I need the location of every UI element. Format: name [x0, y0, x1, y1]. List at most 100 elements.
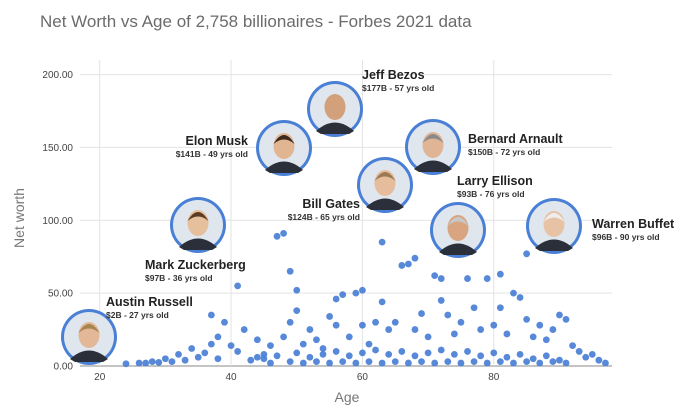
data-point — [161, 355, 169, 363]
data-point — [293, 286, 301, 294]
x-tick-label: 80 — [488, 372, 500, 383]
avatar-larry-ellison — [430, 202, 486, 258]
data-point — [549, 358, 557, 366]
data-point — [411, 254, 419, 262]
x-tick-label: 60 — [357, 372, 369, 383]
data-point — [286, 358, 294, 366]
data-point — [569, 342, 576, 349]
data-point — [398, 262, 406, 269]
avatar-hair — [187, 212, 209, 221]
avatar-hair — [374, 172, 396, 181]
data-point — [273, 232, 281, 240]
data-point — [602, 359, 609, 367]
data-point — [286, 318, 294, 326]
avatar-shoulders — [439, 243, 477, 255]
data-point — [424, 349, 432, 357]
data-point — [556, 311, 563, 319]
data-point — [168, 358, 176, 366]
data-point — [444, 311, 452, 319]
data-point — [365, 358, 373, 366]
data-point — [444, 358, 452, 366]
data-point — [155, 358, 163, 366]
data-point — [562, 315, 570, 323]
data-point — [398, 348, 406, 355]
data-point — [359, 286, 366, 294]
annotation-detail: $97B - 36 yrs old — [145, 273, 213, 283]
data-point — [523, 315, 531, 323]
data-point — [549, 326, 557, 333]
data-point — [240, 326, 248, 333]
avatar-shoulders — [316, 122, 354, 134]
data-point — [496, 270, 504, 278]
annotation-name: Austin Russell — [106, 295, 193, 309]
data-point — [588, 350, 596, 358]
data-point — [378, 359, 386, 367]
data-point — [575, 348, 583, 355]
avatar-hair — [324, 96, 346, 105]
data-point — [477, 352, 485, 360]
data-point — [404, 359, 412, 367]
data-point — [135, 359, 143, 367]
y-tick-label: 50.00 — [48, 289, 73, 300]
data-point — [352, 359, 360, 367]
data-point — [273, 352, 281, 360]
data-point — [319, 345, 327, 352]
annotation-name: Warren Buffet — [592, 217, 675, 231]
y-tick-label: 0.00 — [54, 362, 74, 373]
data-point — [345, 333, 353, 341]
data-point — [332, 321, 340, 329]
data-point — [542, 352, 550, 360]
data-point — [313, 358, 320, 366]
data-point — [516, 350, 524, 358]
data-point — [372, 318, 379, 326]
data-point — [194, 353, 202, 361]
annotation-detail: $150B - 72 yrs old — [468, 147, 540, 157]
avatar-bill-gates — [357, 157, 413, 213]
data-point — [326, 359, 333, 367]
annotation-detail: $177B - 57 yrs old — [362, 83, 434, 93]
data-point — [332, 348, 340, 355]
data-points — [122, 230, 609, 368]
avatar-shoulders — [535, 239, 573, 251]
data-point — [464, 348, 471, 355]
data-point — [306, 353, 314, 361]
data-point — [299, 359, 307, 367]
data-point — [385, 326, 393, 333]
data-point — [404, 260, 412, 268]
data-point — [332, 295, 340, 303]
data-point — [201, 349, 209, 357]
data-point — [339, 291, 347, 298]
data-point — [142, 359, 150, 367]
data-point — [253, 336, 261, 344]
data-point — [470, 358, 478, 366]
avatar-shoulders — [366, 198, 404, 210]
data-point — [234, 282, 242, 290]
data-point — [122, 360, 130, 368]
avatar-elon-musk — [256, 120, 312, 176]
data-point — [483, 275, 491, 282]
avatar-mark-zuckerberg — [170, 197, 226, 253]
annotation-detail: $93B - 76 yrs old — [457, 189, 525, 199]
data-point — [523, 250, 531, 258]
annotation-detail: $141B - 49 yrs old — [176, 149, 248, 159]
data-point — [418, 310, 425, 317]
data-point — [437, 346, 445, 354]
avatar-shoulders — [70, 350, 108, 362]
data-point — [431, 359, 439, 367]
data-point — [378, 238, 386, 246]
data-point — [437, 275, 445, 282]
data-point — [503, 330, 511, 338]
data-point — [207, 311, 215, 319]
avatar-warren-buffet — [526, 198, 582, 254]
data-point — [562, 359, 570, 367]
data-point — [352, 289, 360, 297]
data-point — [529, 355, 537, 363]
data-point — [293, 349, 301, 357]
data-point — [359, 349, 366, 357]
data-point — [280, 333, 288, 341]
data-point — [496, 358, 504, 366]
data-point — [490, 349, 498, 357]
data-point — [510, 359, 517, 367]
data-point — [188, 345, 196, 352]
